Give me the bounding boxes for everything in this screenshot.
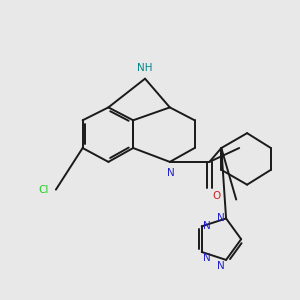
Text: N: N [203, 254, 211, 263]
Text: Cl: Cl [38, 184, 48, 195]
Text: N: N [203, 221, 211, 231]
Text: O: O [212, 190, 221, 201]
Text: N: N [167, 168, 175, 178]
Text: N: N [217, 261, 225, 272]
Text: NH: NH [137, 63, 153, 73]
Text: N: N [217, 213, 225, 224]
